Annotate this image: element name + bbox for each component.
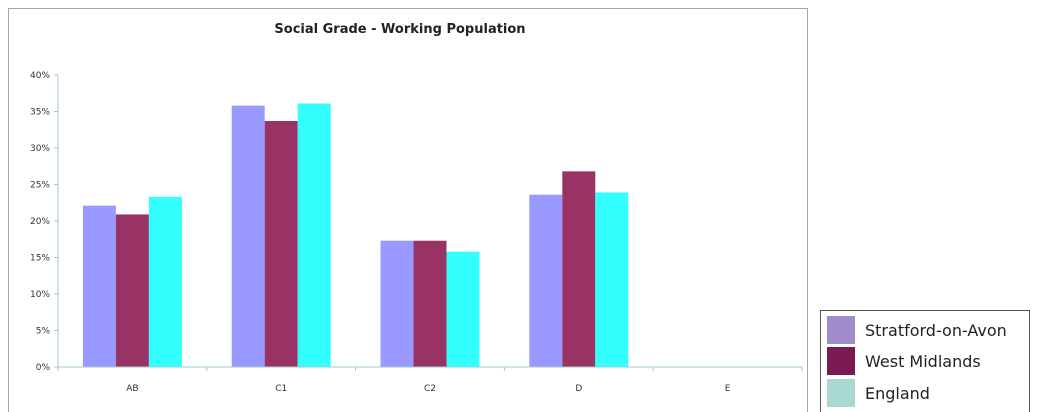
y-tick-label: 0%: [36, 363, 51, 373]
x-tick-label: C1: [275, 384, 287, 394]
x-tick-label: AB: [126, 384, 138, 394]
bar-england-d: [595, 192, 629, 367]
x-tick-label: C2: [424, 384, 436, 394]
plot-area: 0% 5% 10% 15% 20% 25% 30% 35% 40% AB C1 C2 D E: [30, 71, 803, 394]
y-tick-label: 40%: [30, 71, 50, 81]
legend-swatch: [827, 347, 855, 375]
bar-west-midlands-d: [562, 171, 596, 367]
bar-west-midlands-ab: [115, 214, 149, 367]
x-tick-label: D: [575, 384, 582, 394]
y-tick-label: 5%: [36, 327, 51, 337]
legend-item-england: England: [827, 379, 930, 407]
y-tick-label: 10%: [30, 290, 50, 300]
legend-item-west-midlands: West Midlands: [827, 347, 981, 375]
legend-label: Stratford-on-Avon: [865, 320, 1007, 340]
chart-title: Social Grade - Working Population: [274, 22, 525, 37]
bar-england-ab: [148, 196, 182, 367]
bar-england-c2: [446, 251, 480, 367]
y-tick-label: 35%: [30, 108, 50, 118]
y-tick-label: 25%: [30, 181, 50, 191]
legend-label: England: [865, 383, 930, 403]
bar-england-c1: [297, 103, 331, 367]
legend-item-stratford-on-avon: Stratford-on-Avon: [827, 316, 1007, 344]
bar-chart: Social Grade - Working Population 0% 5% 10…: [30, 22, 803, 394]
chart-frame: [8, 8, 808, 412]
y-tick-label: 20%: [30, 217, 50, 227]
legend-label: West Midlands: [865, 351, 981, 371]
x-tick-label: E: [725, 384, 731, 394]
bar-stratford-on-avon-c1: [231, 105, 265, 367]
legend: Stratford-on-Avon West Midlands England: [820, 310, 1030, 412]
bar-stratford-on-avon-c2: [380, 240, 414, 367]
legend-swatch: [827, 379, 855, 407]
bar-stratford-on-avon-ab: [82, 205, 116, 367]
bar-west-midlands-c2: [413, 240, 447, 367]
y-tick-label: 30%: [30, 144, 50, 154]
bar-west-midlands-c1: [264, 120, 298, 368]
legend-swatch: [827, 316, 855, 344]
y-tick-label: 15%: [30, 254, 50, 264]
bar-stratford-on-avon-d: [529, 194, 563, 367]
